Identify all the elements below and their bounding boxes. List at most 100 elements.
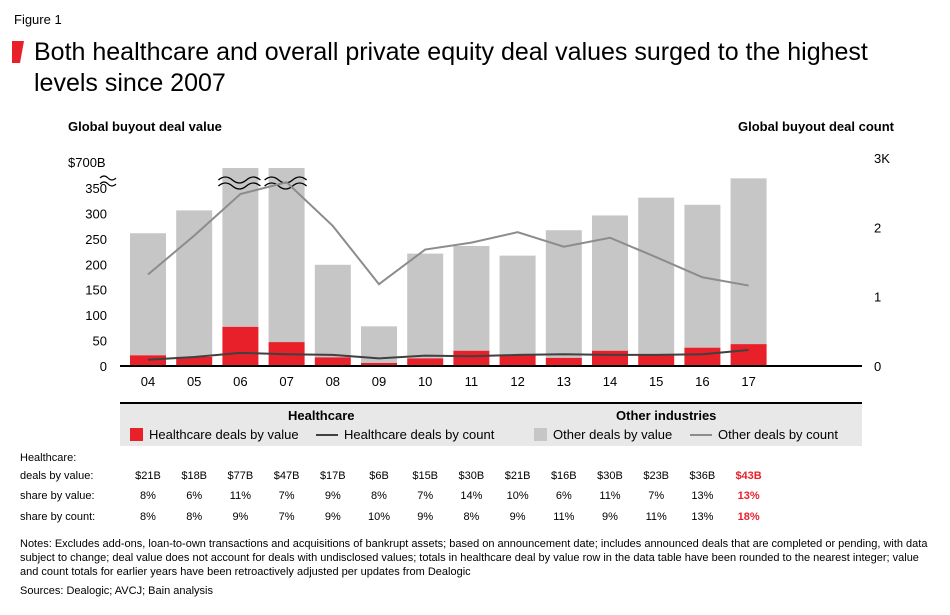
x-tick-label: 12 <box>510 374 524 389</box>
sources: Sources: Dealogic; AVCJ; Bain analysis <box>20 585 213 597</box>
legend-hc-count: Healthcare deals by count <box>316 427 494 442</box>
table-cell: 11% <box>229 490 251 502</box>
legend-other-value: Other deals by value <box>534 427 672 442</box>
right-tick-label: 2 <box>874 220 881 235</box>
table-cell: 9% <box>324 490 341 502</box>
bar-healthcare-05 <box>176 356 213 366</box>
figure-label: Figure 1 <box>14 12 62 27</box>
legend: Healthcare Other industries Healthcare d… <box>120 402 862 446</box>
table-row-label: share by value: <box>20 490 95 502</box>
table-cell: $30B <box>597 470 623 482</box>
table-cell: 11% <box>599 490 621 502</box>
right-axis-title: Global buyout deal count <box>738 119 894 134</box>
table-cell: $77B <box>227 470 254 482</box>
x-tick-label: 08 <box>326 374 340 389</box>
table-cell: 9% <box>324 511 341 523</box>
left-tick-label: 150 <box>85 283 107 298</box>
bar-other-04 <box>130 233 166 356</box>
table-cell: 8% <box>371 490 387 502</box>
title-accent-mark <box>12 41 24 63</box>
table-row-label: deals by value: <box>20 470 94 482</box>
table-cell: 9% <box>232 511 249 523</box>
table-cell: 13% <box>691 490 714 502</box>
x-tick-label: 05 <box>187 374 201 389</box>
left-tick-label: 0 <box>100 359 107 374</box>
x-tick-label: 14 <box>603 374 617 389</box>
x-tick-label: 10 <box>418 374 432 389</box>
table-cell: 6% <box>186 490 203 502</box>
bar-healthcare-04 <box>130 355 166 366</box>
bar-healthcare-06 <box>222 326 259 366</box>
table-cell: 8% <box>140 511 156 523</box>
x-tick-label: 07 <box>279 374 293 389</box>
x-tick-label: 15 <box>649 374 663 389</box>
left-tick-label: 100 <box>85 308 107 323</box>
bar-healthcare-09 <box>361 362 397 366</box>
table-heading: Healthcare: <box>20 452 77 464</box>
table-cell: 14% <box>460 490 483 502</box>
bar-other-13 <box>545 230 582 358</box>
table-cell: 18% <box>737 511 760 523</box>
table-cell: 9% <box>602 511 618 523</box>
left-tick-label: 350 <box>85 181 107 196</box>
line-healthcare-count <box>147 349 749 361</box>
left-tick-label: $700B <box>68 155 106 170</box>
bar-healthcare-08 <box>314 357 351 366</box>
table-cell: 8% <box>463 511 480 523</box>
bar-healthcare-15 <box>638 354 675 366</box>
bar-other-10 <box>407 253 444 359</box>
table-cell: $47B <box>273 470 300 482</box>
x-tick-label: 06 <box>233 374 247 389</box>
bar-healthcare-13 <box>545 357 582 366</box>
right-tick-label: 0 <box>874 359 881 374</box>
table-cell: 7% <box>278 511 295 523</box>
legend-label: Healthcare deals by count <box>344 427 495 442</box>
left-tick-label: 250 <box>85 232 107 247</box>
bar-other-07 <box>268 168 305 343</box>
legend-hc-value: Healthcare deals by value <box>130 427 299 442</box>
notes: Notes: Excludes add-ons, loan-to-own tra… <box>20 538 928 578</box>
bar-break-mark <box>217 176 261 190</box>
left-tick-label: 50 <box>93 334 107 349</box>
chart-title: Both healthcare and overall private equi… <box>34 38 868 97</box>
bar-healthcare-14 <box>592 350 628 366</box>
axis-break-mark <box>99 175 117 187</box>
table-cell: 7% <box>278 490 295 502</box>
table-cell: 11% <box>645 511 667 523</box>
table-cell: 8% <box>140 490 156 502</box>
bar-healthcare-17 <box>730 344 767 366</box>
table-cell: $18B <box>181 470 208 482</box>
table-cell: 9% <box>509 511 526 523</box>
table-cell: 9% <box>417 511 434 523</box>
left-axis-title: Global buyout deal value <box>68 119 222 134</box>
right-tick-label: 3K <box>874 151 890 166</box>
table-cell: 13% <box>691 511 714 523</box>
table-cell: $23B <box>643 470 670 482</box>
table-cell: $43B <box>735 470 762 482</box>
legend-other-heading: Other industries <box>616 408 717 423</box>
bar-other-11 <box>453 245 490 351</box>
table-cell: $15B <box>412 470 439 482</box>
bar-other-08 <box>314 264 351 358</box>
x-tick-label: 16 <box>695 374 709 389</box>
bar-other-17 <box>730 178 767 345</box>
legend-swatch <box>316 433 338 436</box>
legend-label: Other deals by count <box>718 427 838 442</box>
bar-other-15 <box>638 197 675 355</box>
bar-other-05 <box>176 210 213 357</box>
x-tick-label: 17 <box>741 374 755 389</box>
left-tick-label: 200 <box>85 257 107 272</box>
table-cell: 11% <box>553 511 575 523</box>
legend-swatch <box>690 433 712 436</box>
x-tick-label: 13 <box>557 374 571 389</box>
bar-other-12 <box>499 255 536 356</box>
table-cell: 10% <box>506 490 529 502</box>
legend-label: Healthcare deals by value <box>149 427 299 442</box>
bar-healthcare-12 <box>499 355 536 366</box>
table-cell: 8% <box>186 511 203 523</box>
legend-healthcare-heading: Healthcare <box>288 408 355 423</box>
table-cell: 7% <box>417 490 434 502</box>
table-cell: $21B <box>135 470 161 482</box>
